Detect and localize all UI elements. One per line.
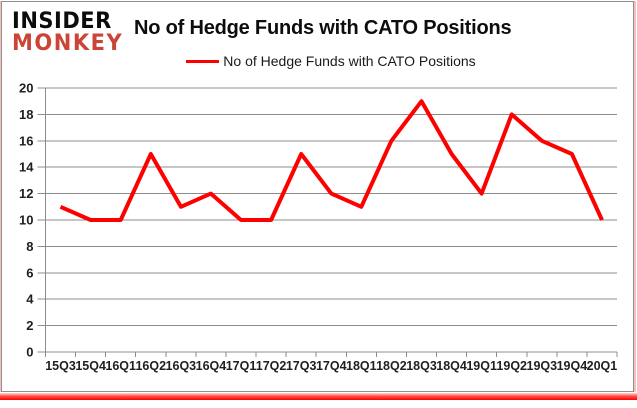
x-axis-tick-label: 16Q1 — [105, 359, 136, 373]
series-line-no-of-hedge-funds-with-cato-positions — [59, 99, 604, 222]
x-axis-tick-label: 17Q1 — [226, 359, 257, 373]
y-axis-tick-label: 2 — [26, 318, 33, 333]
x-axis-tick-label: 16Q3 — [166, 359, 197, 373]
x-axis-tick-label: 17Q4 — [316, 359, 347, 373]
x-axis-tick-label: 16Q2 — [135, 359, 166, 373]
x-axis-tick-label: 18Q1 — [346, 359, 377, 373]
x-axis-tick-label: 15Q4 — [75, 359, 106, 373]
y-axis-tick-label: 4 — [26, 292, 34, 307]
legend: No of Hedge Funds with CATO Positions — [45, 53, 617, 69]
legend-line-marker — [186, 59, 220, 63]
x-axis-tick-label: 17Q3 — [286, 359, 317, 373]
chart-title: No of Hedge Funds with CATO Positions — [134, 17, 512, 39]
y-axis-tick-label: 0 — [26, 345, 33, 360]
y-axis-tick-label: 14 — [19, 160, 34, 175]
y-axis-tick-label: 12 — [19, 186, 33, 201]
x-axis-tick-label: 19Q1 — [466, 359, 497, 373]
y-axis-tick-label: 18 — [19, 107, 33, 122]
logo-monkey-text: MONKEY — [12, 29, 124, 56]
insider-monkey-logo: INSIDER MONKEY — [12, 7, 124, 56]
logo-insider-text: INSIDER — [12, 7, 112, 34]
x-axis-tick-label: 19Q2 — [496, 359, 527, 373]
x-axis-tick-label: 17Q2 — [256, 359, 287, 373]
line-chart: 0 2 4 6 8 10 12 14 16 18 20 15Q3 15Q4 16Q1 16Q2 16Q3 16Q… — [19, 81, 618, 373]
y-axis-tick-label: 16 — [19, 133, 33, 148]
y-axis-tick-label: 10 — [19, 213, 33, 228]
y-axis-tick-label: 8 — [26, 239, 33, 254]
x-axis-tick-label: 18Q2 — [376, 359, 407, 373]
x-axis-tick-label: 20Q1 — [587, 359, 618, 373]
x-axis-tick-label: 15Q3 — [45, 359, 76, 373]
x-axis-tick-label: 18Q3 — [406, 359, 437, 373]
legend-label: No of Hedge Funds with CATO Positions — [223, 53, 476, 69]
bottom-red-bar — [0, 393, 637, 400]
x-axis-tick-label: 19Q3 — [527, 359, 558, 373]
x-axis-tick-label: 19Q4 — [557, 359, 588, 373]
x-axis-tick-label: 16Q4 — [196, 359, 227, 373]
y-axis-tick-label: 6 — [26, 265, 33, 280]
x-axis-tick-label: 18Q4 — [436, 359, 467, 373]
y-axis-tick-label: 20 — [19, 81, 33, 96]
chart-frame — [1, 1, 634, 392]
